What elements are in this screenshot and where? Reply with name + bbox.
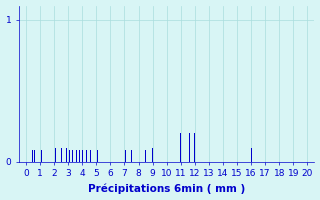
Bar bbox=[131, 150, 132, 162]
Bar bbox=[82, 150, 83, 162]
Bar bbox=[94, 150, 95, 162]
Bar bbox=[251, 148, 252, 162]
Bar bbox=[189, 133, 190, 162]
Bar bbox=[32, 150, 33, 162]
Bar bbox=[97, 150, 98, 162]
Bar bbox=[125, 150, 126, 162]
Bar bbox=[145, 150, 146, 162]
Bar bbox=[86, 150, 87, 162]
Bar bbox=[55, 148, 56, 162]
Bar bbox=[90, 150, 91, 162]
X-axis label: Précipitations 6min ( mm ): Précipitations 6min ( mm ) bbox=[88, 184, 245, 194]
Bar bbox=[72, 150, 73, 162]
Bar bbox=[66, 148, 67, 162]
Bar bbox=[79, 150, 80, 162]
Bar bbox=[41, 150, 42, 162]
Bar bbox=[69, 150, 70, 162]
Bar bbox=[76, 150, 77, 162]
Bar bbox=[34, 150, 35, 162]
Bar bbox=[180, 133, 181, 162]
Bar bbox=[152, 148, 153, 162]
